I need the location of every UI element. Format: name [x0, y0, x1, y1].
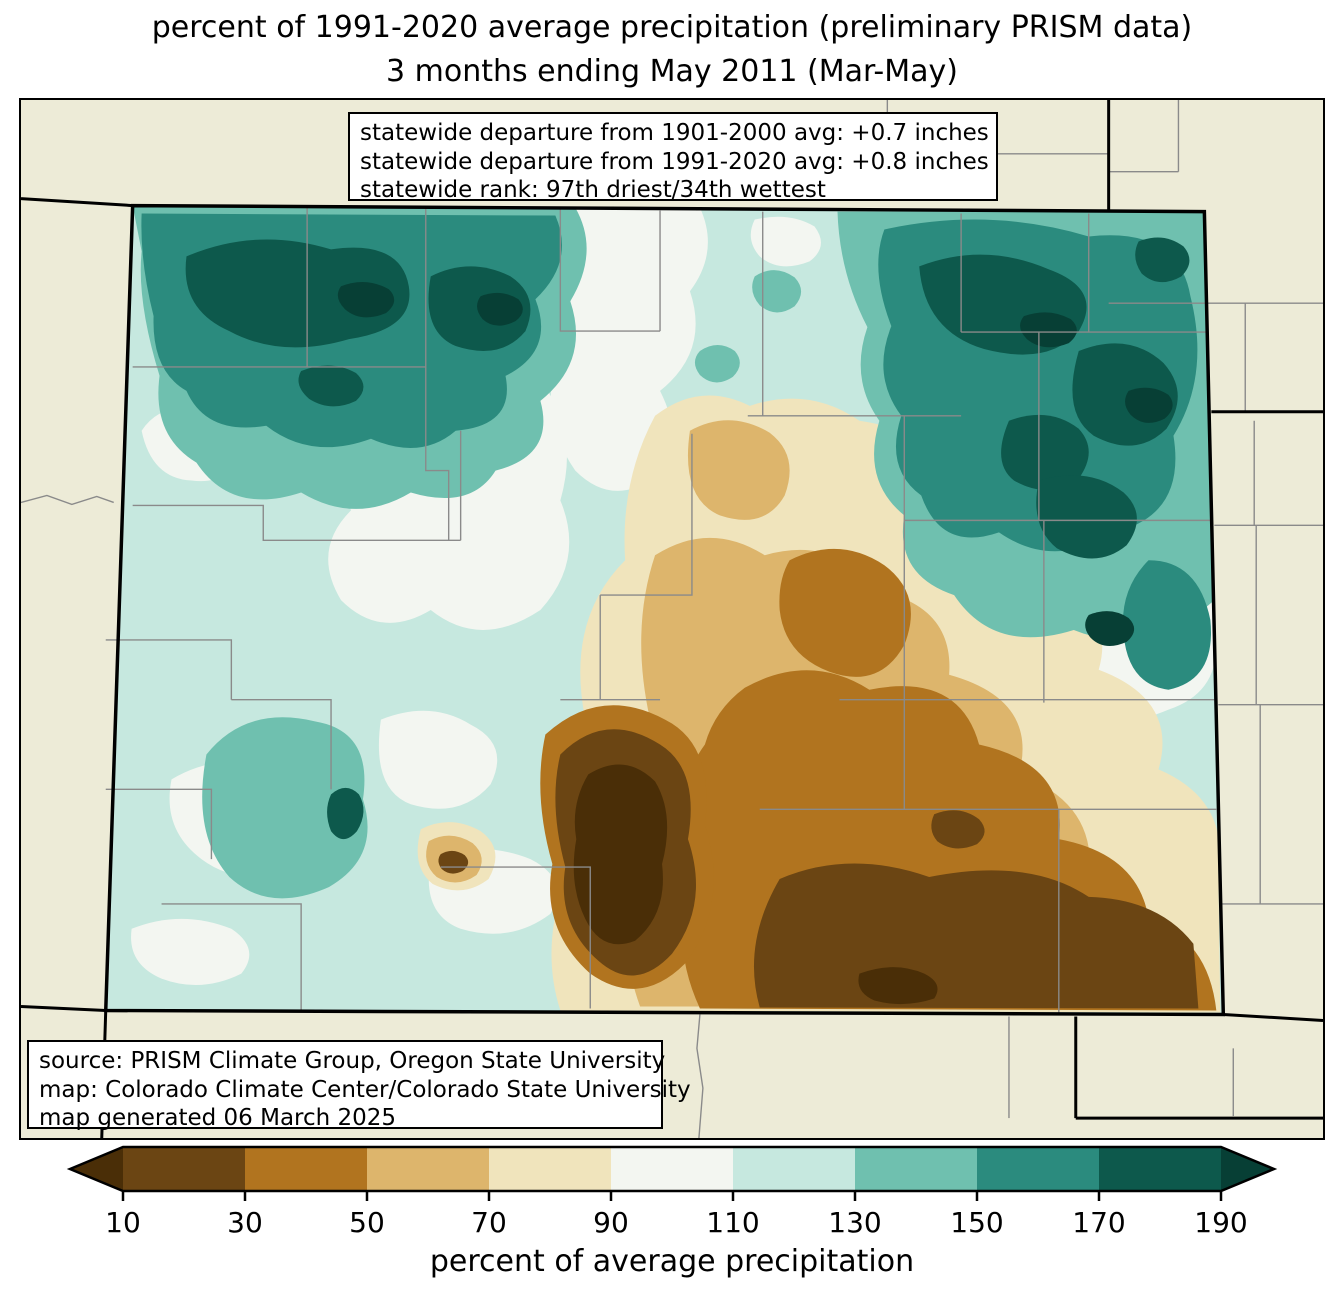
colorbar-tick-label: 30	[227, 1206, 263, 1239]
colorbar-tick-label: 50	[349, 1206, 385, 1239]
colorbar-tick-labels: 10 30 50 70 90 110 130 150 170 190	[105, 1206, 1248, 1239]
source-line-2: map: Colorado Climate Center/Colorado St…	[39, 1076, 691, 1103]
colorbar-tick-label: 170	[1072, 1206, 1125, 1239]
colorbar-tick-label: 90	[593, 1206, 629, 1239]
colorbar-tick-label: 190	[1194, 1206, 1247, 1239]
colorado-county-lines	[105, 206, 1217, 1014]
source-attribution-box: source: PRISM Climate Group, Oregon Stat…	[27, 1040, 691, 1131]
colorbar-tick-label: 110	[706, 1206, 759, 1239]
stats-line-2: statewide departure from 1991-2020 avg: …	[360, 148, 989, 175]
colorbar-segment-130-150	[855, 1147, 977, 1191]
stats-line-3: statewide rank: 97th driest/34th wettest	[360, 177, 826, 203]
map-plot-area	[19, 98, 1325, 1140]
colorbar-segment-30-50	[245, 1147, 367, 1191]
colorbar-segment-70-90	[489, 1147, 611, 1191]
colorbar-segment-170-190	[1099, 1147, 1221, 1191]
colorbar-tick-label: 70	[471, 1206, 507, 1239]
chart-title-line2: 3 months ending May 2011 (Mar-May)	[386, 54, 958, 89]
colorbar-tick-label: 150	[950, 1206, 1003, 1239]
colorbar-axis-label: percent of average precipitation	[429, 1244, 915, 1279]
chart-title: percent of 1991-2020 average precipitati…	[0, 6, 1344, 94]
colorbar-right-arrow	[1221, 1147, 1274, 1191]
statewide-stats-box: statewide departure from 1901-2000 avg: …	[348, 112, 998, 203]
source-line-1: source: PRISM Climate Group, Oregon Stat…	[39, 1048, 666, 1074]
colorbar-left-arrow	[70, 1147, 123, 1191]
colorbar-tick-label: 10	[105, 1206, 141, 1239]
colorbar-segment-90-110	[611, 1147, 733, 1191]
colorbar-segment-110-130	[733, 1147, 855, 1191]
colorbar-ticks	[121, 1191, 1223, 1201]
colorbar: 10 30 50 70 90 110 130 150 170 190	[66, 1145, 1278, 1239]
colorado-precipitation-map	[21, 100, 1323, 1138]
colorbar-segment-150-170	[977, 1147, 1099, 1191]
chart-title-line1: percent of 1991-2020 average precipitati…	[151, 10, 1193, 45]
colorbar-segments	[123, 1147, 1221, 1191]
stats-line-1: statewide departure from 1901-2000 avg: …	[360, 120, 989, 146]
colorbar-segment-50-70	[367, 1147, 489, 1191]
precip-contours	[105, 205, 1224, 1015]
source-line-3: map generated 06 March 2025	[39, 1105, 397, 1131]
colorbar-tick-label: 130	[828, 1206, 881, 1239]
colorado-state-border	[103, 203, 1226, 1017]
colorbar-segment-10-30	[123, 1147, 245, 1191]
